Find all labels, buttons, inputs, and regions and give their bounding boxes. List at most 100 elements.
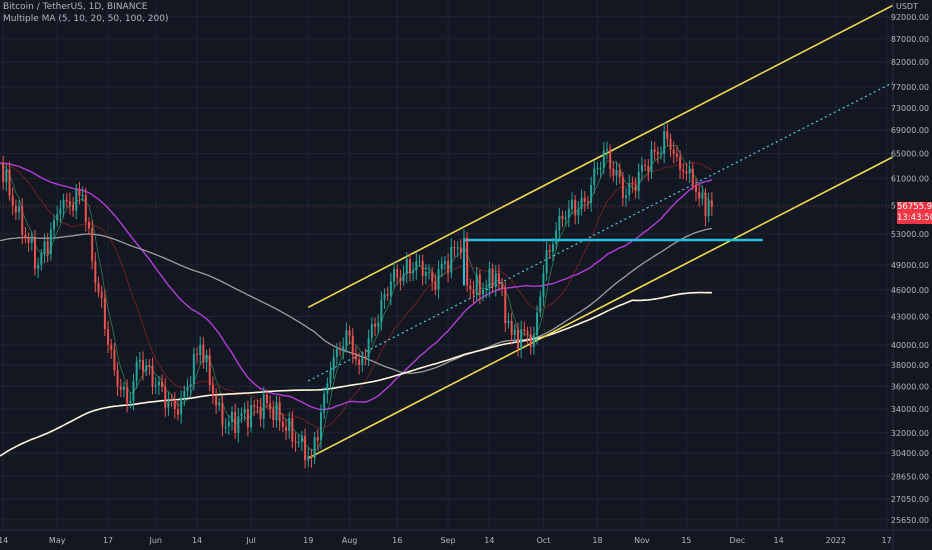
candle-body: [612, 168, 615, 176]
candle-body: [551, 244, 554, 252]
candle-body: [402, 273, 405, 282]
candle-body: [27, 237, 30, 243]
candle-body: [370, 323, 373, 338]
candle-body: [329, 370, 332, 384]
candle-body: [386, 293, 389, 296]
candle-body: [231, 411, 233, 422]
candle-body: [224, 426, 227, 428]
candle-body: [138, 359, 141, 362]
candle-body: [412, 270, 415, 274]
candle-body: [180, 397, 183, 415]
candle-body: [297, 441, 300, 443]
candle-body: [621, 177, 624, 198]
candle-body: [418, 260, 421, 262]
candle-body: [637, 171, 640, 192]
candle-body: [558, 215, 561, 231]
time-tick-label: Nov: [634, 536, 650, 545]
candle-body: [161, 381, 164, 387]
candle-body: [11, 195, 14, 206]
candle-body: [265, 394, 268, 404]
candle-body: [313, 437, 316, 459]
ma-5-line: [0, 144, 713, 451]
candle-body: [205, 355, 208, 363]
candle-body: [107, 329, 110, 345]
candle-body: [523, 329, 526, 332]
candle-body: [218, 402, 221, 406]
candle-body: [211, 385, 214, 396]
candle-body: [663, 131, 666, 154]
candle-body: [707, 200, 710, 217]
candle-body: [688, 168, 691, 174]
candle-body: [78, 189, 81, 196]
candle-body: [450, 246, 453, 273]
candle-body: [215, 395, 218, 406]
candle-body: [113, 349, 116, 371]
candle-body: [520, 329, 523, 349]
candle-body: [56, 214, 59, 221]
candle-body: [97, 283, 100, 292]
candle-body: [72, 204, 75, 211]
time-tick-label: Dec: [730, 536, 745, 545]
last-price: 56755.98: [897, 202, 932, 213]
candle-body: [399, 277, 402, 282]
candle-body: [345, 330, 348, 347]
price-tick-label: 32000.00: [891, 429, 929, 438]
candle-body: [539, 296, 542, 313]
candle-body: [694, 185, 697, 192]
candle-body: [428, 272, 431, 274]
time-tick-label: 14: [484, 536, 494, 545]
candle-body: [580, 197, 583, 209]
time-tick-label: Sep: [441, 536, 456, 545]
candle-body: [100, 291, 103, 299]
candle-body: [351, 335, 354, 355]
time-tick-label: Oct: [537, 536, 551, 545]
candle-body: [380, 299, 383, 323]
candle-body: [545, 250, 548, 274]
candle-body: [5, 169, 8, 182]
candle-body: [517, 329, 519, 349]
candle-body: [586, 201, 589, 204]
candle-body: [87, 221, 90, 229]
candle-body: [24, 234, 27, 238]
candle-body: [272, 409, 275, 421]
candle-body: [75, 189, 78, 211]
candle-body: [154, 385, 157, 387]
candle-body: [335, 348, 338, 357]
price-tick-label: 87000.00: [891, 35, 929, 44]
price-tick-label: 43000.00: [891, 312, 929, 321]
candle-body: [342, 346, 345, 350]
candle-body: [68, 201, 71, 205]
candle-body: [485, 288, 488, 290]
candle-body: [304, 435, 307, 461]
candle-body: [167, 398, 170, 408]
candle-body: [91, 228, 94, 261]
candle-body: [49, 229, 52, 254]
candle-body: [148, 365, 151, 367]
candle-body: [116, 370, 119, 387]
candle-body: [640, 164, 643, 172]
time-tick-label: 14: [774, 536, 784, 545]
symbol-title: Bitcoin / TetherUS, 1D, BINANCE: [3, 2, 148, 12]
candle-body: [698, 191, 701, 199]
price-tick-label: 30400.00: [891, 449, 929, 458]
time-tick-label: 17: [882, 536, 892, 545]
price-tick-label: 92000.00: [891, 13, 929, 22]
candle-body: [599, 168, 602, 170]
price-tick-label: 61000.00: [891, 175, 929, 184]
candle-body: [459, 247, 462, 253]
candle-body: [529, 334, 532, 348]
candle-body: [469, 285, 472, 290]
candle-body: [440, 263, 443, 270]
candle-body: [332, 356, 335, 371]
candle-body: [275, 402, 278, 421]
candle-body: [383, 293, 386, 300]
candle-body: [408, 259, 411, 274]
candle-body: [507, 320, 510, 324]
candle-body: [650, 149, 653, 172]
time-tick-label: 14: [192, 536, 202, 545]
candle-body: [618, 170, 621, 178]
